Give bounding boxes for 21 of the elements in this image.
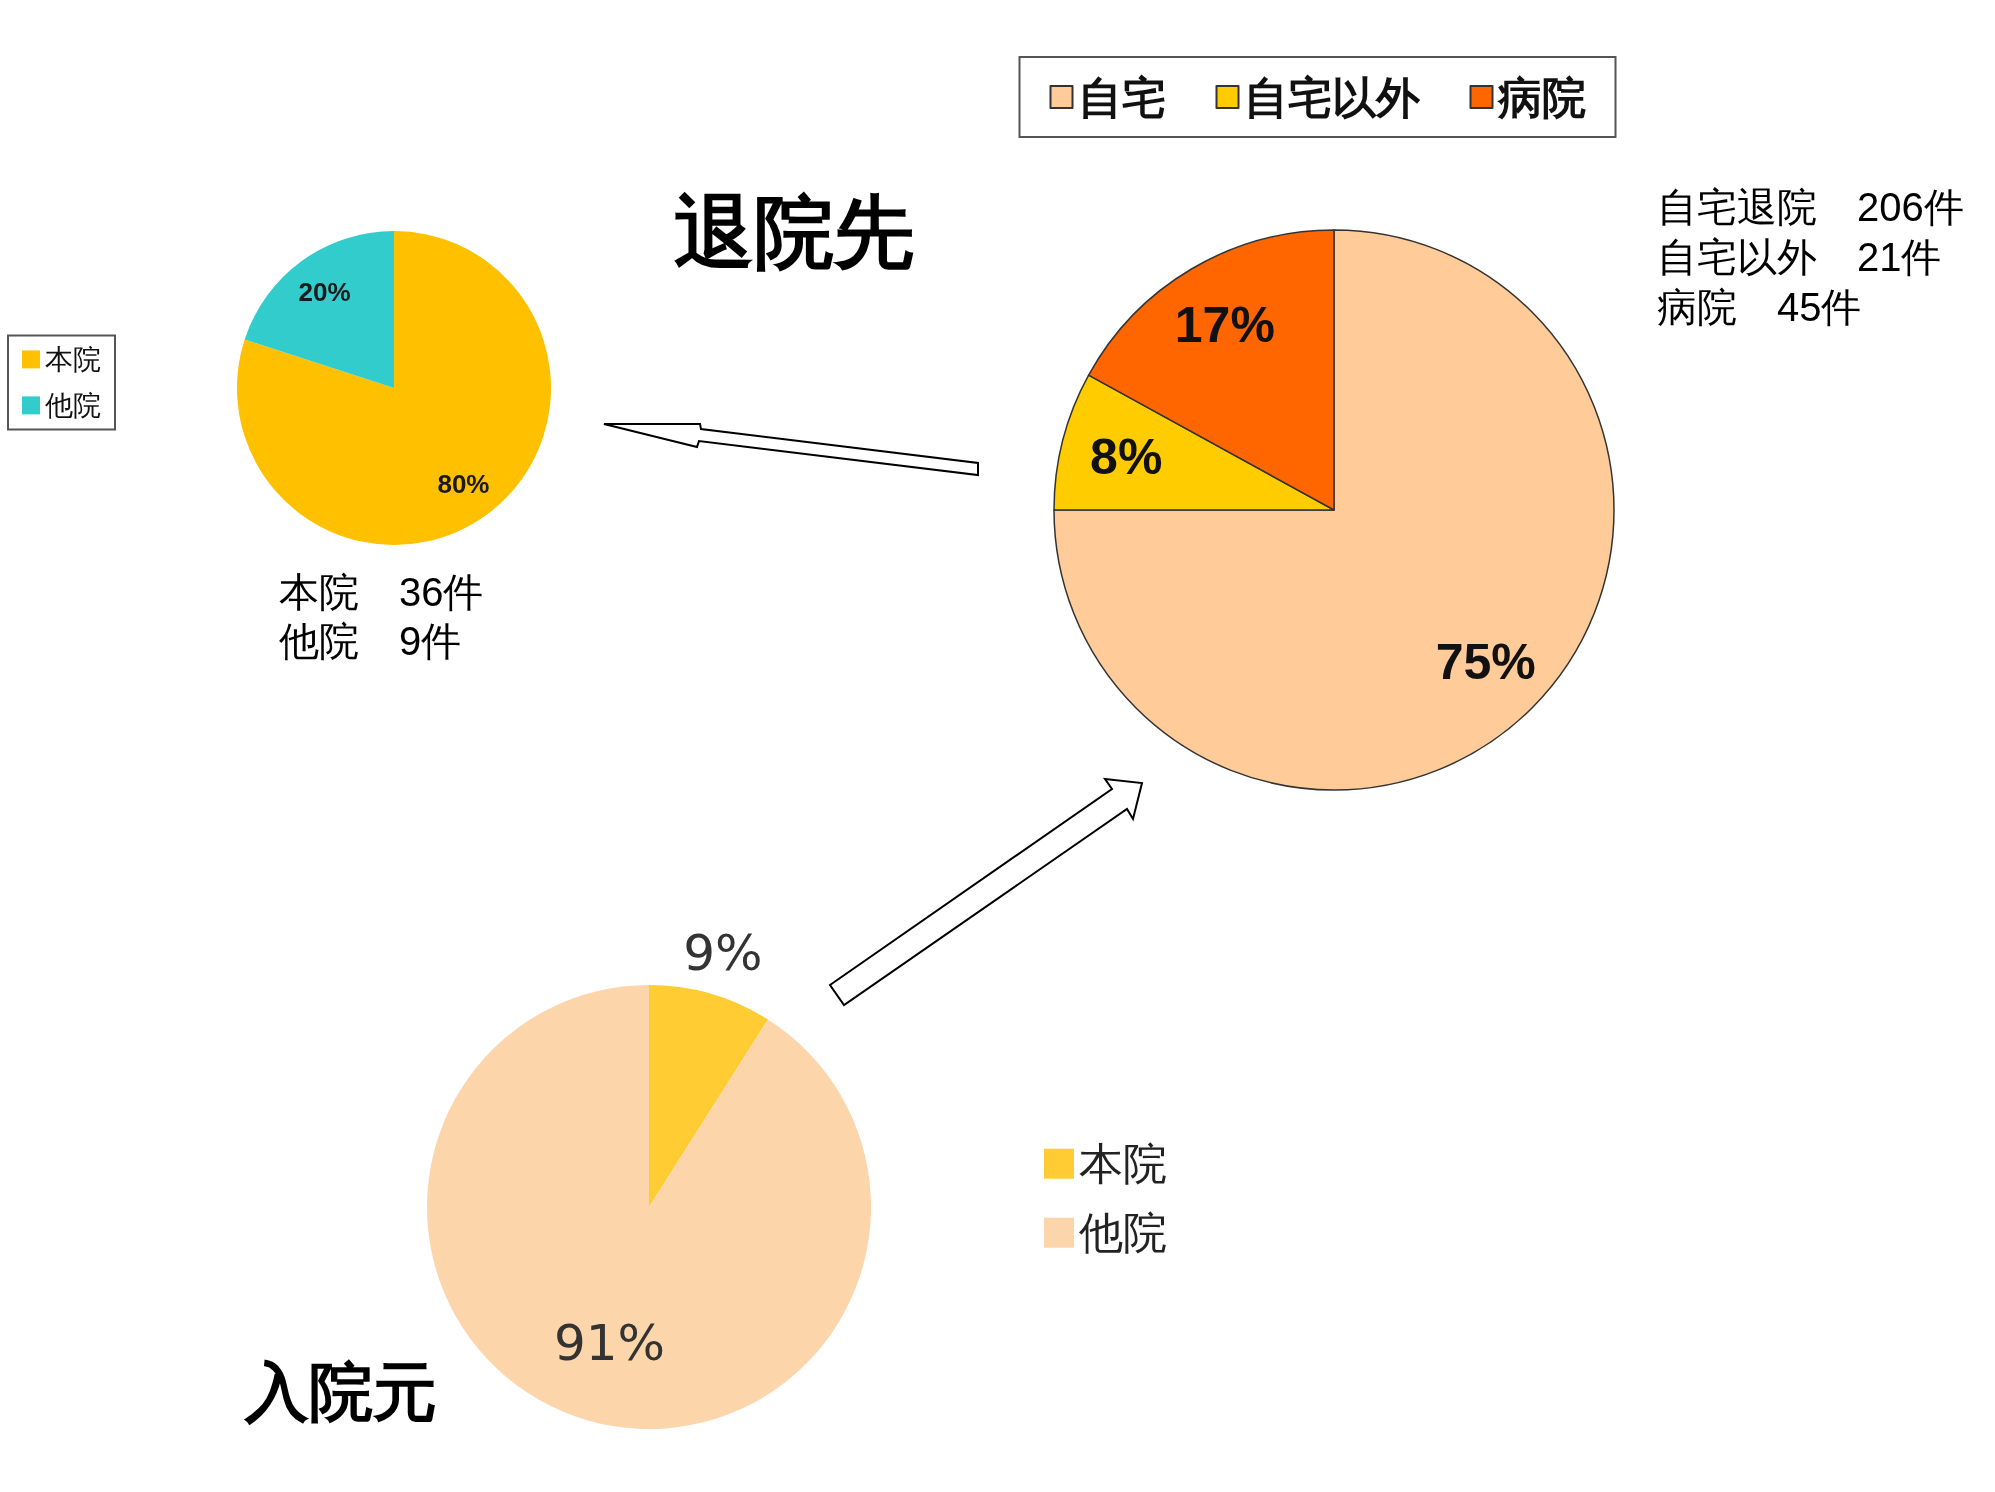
legend-label: 自宅 <box>1077 72 1166 122</box>
legend-label: 自宅以外 <box>1243 72 1421 122</box>
data-label: 8% <box>1090 428 1163 485</box>
text: 病院 45件 <box>1657 285 1862 329</box>
text: 自宅退院 206件 <box>1657 185 1964 229</box>
legend-label: 他院 <box>45 389 101 421</box>
legend-label: 病院 <box>1496 72 1586 122</box>
text: 退院先 <box>674 187 914 277</box>
data-label: 9% <box>683 924 763 983</box>
text: 本院 36件 <box>279 570 484 614</box>
data-label: 75% <box>1435 633 1536 690</box>
legend-label: 本院 <box>1079 1139 1167 1189</box>
data-label: 91% <box>553 1313 666 1372</box>
data-label: 80% <box>437 468 490 499</box>
legend-label: 本院 <box>45 343 101 375</box>
data-label: 20% <box>298 277 351 308</box>
text: 他院 9件 <box>279 619 462 663</box>
text: 自宅以外 21件 <box>1657 235 1942 279</box>
data-label: 17% <box>1174 297 1275 354</box>
legend-label: 他院 <box>1079 1208 1167 1258</box>
text: 入院元 <box>243 1356 437 1428</box>
